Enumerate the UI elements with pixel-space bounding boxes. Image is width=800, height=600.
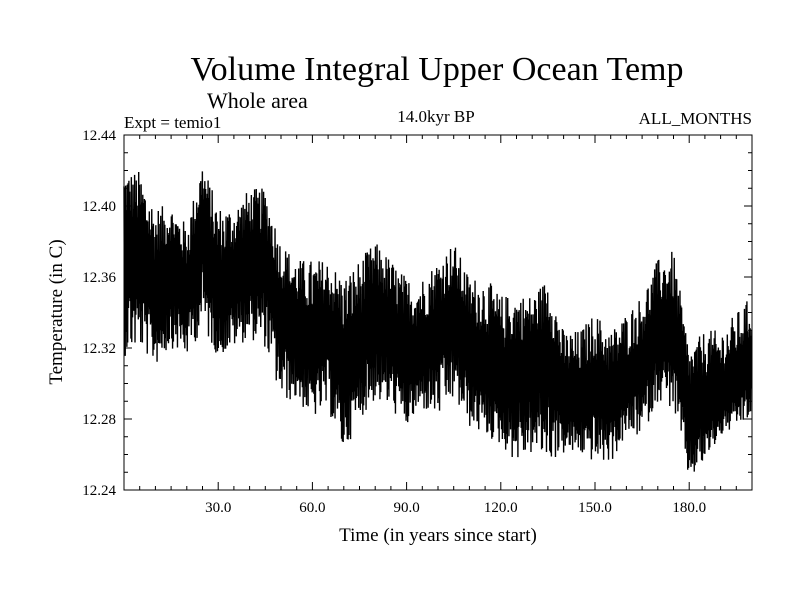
- x-tick-label: 120.0: [484, 500, 518, 516]
- series-line: [123, 171, 753, 472]
- x-tick-label: 90.0: [393, 500, 419, 516]
- chart-title: Volume Integral Upper Ocean Temp: [191, 51, 684, 88]
- plot-area: 30.0 60.0 90.0 120.0 150.0 180.0 12.24 12.28 12.…: [82, 128, 753, 516]
- period-label: 14.0kyr BP: [397, 107, 474, 126]
- x-tick-label: 150.0: [578, 500, 612, 516]
- data-layer: [123, 171, 753, 472]
- experiment-label: Expt = temio1: [124, 113, 221, 132]
- y-tick-label: 12.28: [82, 412, 116, 428]
- y-axis-label: Temperature (in C): [46, 239, 67, 384]
- y-tick-label: 12.32: [82, 341, 116, 357]
- tick-layer: 30.0 60.0 90.0 120.0 150.0 180.0 12.24 12.28 12.…: [82, 128, 752, 516]
- months-label: ALL_MONTHS: [639, 109, 752, 128]
- x-axis-label: Time (in years since start): [339, 525, 537, 546]
- x-tick-label: 180.0: [672, 500, 706, 516]
- y-tick-label: 12.40: [82, 199, 116, 215]
- y-tick-label: 12.24: [82, 483, 116, 499]
- x-tick-label: 60.0: [299, 500, 325, 516]
- y-tick-label: 12.36: [82, 270, 116, 286]
- x-tick-label: 30.0: [205, 500, 231, 516]
- chart-subtitle: Whole area: [207, 88, 308, 113]
- y-tick-label: 12.44: [82, 128, 116, 144]
